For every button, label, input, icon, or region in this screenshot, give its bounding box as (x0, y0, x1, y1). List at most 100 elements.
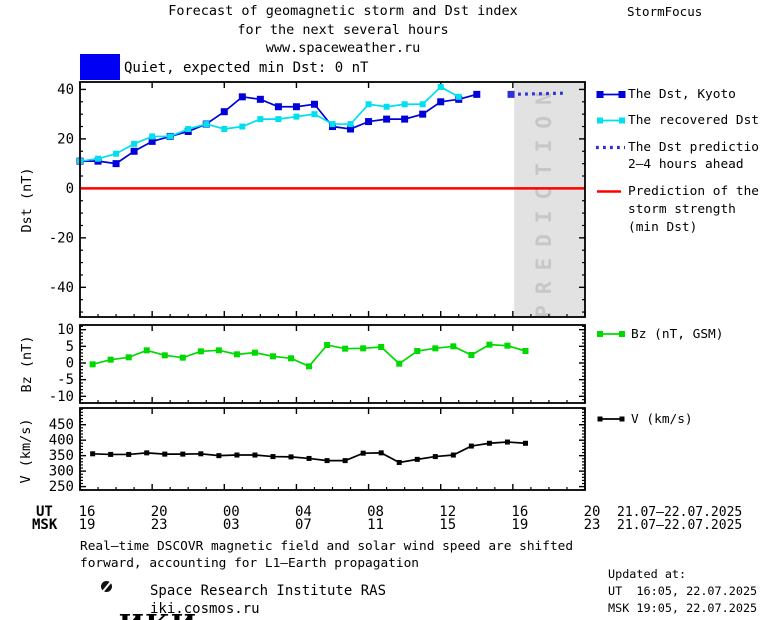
dst-series-0-marker (383, 115, 391, 123)
ut-tick-label: 16 (78, 504, 96, 520)
bz-series-0-marker (378, 344, 385, 350)
dst-series-1-marker (311, 111, 318, 118)
updated-at-msk: MSK 19:05, 22.07.2025 (608, 601, 758, 615)
bz-series-0-marker (288, 355, 295, 362)
brand-stormfocus: StormFocus (627, 4, 703, 19)
v-axis-title: V (km/s) (18, 418, 34, 484)
title-line-1: Forecast of geomagnetic storm and Dst in… (168, 3, 518, 19)
v-series-0-marker (504, 439, 510, 445)
bz-series-0-marker (324, 342, 331, 348)
updated-at-label: Updated at: (608, 567, 687, 581)
bz-series-0-marker (360, 345, 367, 352)
dst-series-0-marker (256, 95, 264, 103)
bz-series-0-marker (269, 353, 276, 360)
bz-series-0-marker (432, 345, 439, 352)
dst-series-0-marker (437, 98, 445, 106)
bz-series-0-marker (306, 363, 313, 370)
v-series-0-marker (90, 451, 96, 457)
dst-ytick-label: 20 (57, 131, 74, 147)
bz-series-0-marker (143, 347, 150, 354)
bz-series-0-marker (89, 361, 96, 368)
institute-website: iki.cosmos.ru (150, 601, 260, 617)
legend-marker-v (619, 416, 625, 422)
msk-tick-label: 03 (222, 517, 240, 533)
footnote-line1: Real–time DSCOVR magnetic field and sola… (80, 539, 574, 554)
ut-tick-label: 04 (294, 504, 312, 520)
bz-series-0-marker (233, 351, 240, 358)
msk-tick-label: 15 (439, 517, 457, 533)
dst-ytick-label: -40 (49, 280, 74, 296)
dst-panel-frame (79, 81, 586, 318)
ut-tick-row: UT 16 20 00 04 08 12 16 20 21.07–22.07.2025 (0, 504, 760, 520)
legend-dst-kyoto-label: The Dst, Kyoto (628, 87, 736, 102)
legend-strength-label-line2: storm strength (628, 202, 736, 217)
dst-series-1-marker (221, 126, 228, 132)
prediction-band-label: PREDICTION (532, 81, 556, 317)
storm-level-swatch (80, 54, 120, 80)
bz-ytick-label: -10 (49, 389, 74, 405)
msk-tick-label: 23 (150, 517, 168, 533)
dst-series-0-marker (148, 137, 156, 145)
legend-swatches (596, 91, 626, 422)
bz-series-0-marker (251, 349, 258, 356)
legend-strength-label-line1: Prediction of the (628, 184, 759, 199)
v-ytick-label: 450 (49, 417, 74, 433)
bz-series-0-marker (179, 354, 186, 361)
v-series-0-marker (342, 458, 348, 464)
legend-marker-dst-kyoto (618, 91, 626, 98)
ut-tick-label: 20 (583, 504, 601, 520)
ut-tick-label: 00 (222, 504, 240, 520)
v-ytick-label: 400 (49, 433, 74, 449)
dst-series-1-marker (203, 121, 210, 128)
dst-series-1-marker (167, 133, 174, 140)
dst-series-1-marker (131, 140, 138, 147)
bz-axis-title: Bz (nT) (19, 335, 35, 393)
dst-series-2-marker (507, 90, 515, 98)
legend-marker-bz (597, 331, 603, 337)
dst-series-1-marker (455, 93, 462, 100)
institute-name: Space Research Institute RAS (150, 583, 387, 599)
dst-series-1-marker (329, 121, 336, 128)
v-series-0-marker (450, 452, 456, 458)
bz-series-0-marker (504, 342, 511, 349)
dst-ytick-label: 0 (66, 181, 74, 197)
bz-ytick-label: 10 (57, 322, 74, 338)
v-series-0-marker (486, 440, 492, 446)
v-series-0-marker (252, 452, 258, 458)
dst-ytick-label: -20 (49, 230, 74, 246)
bz-ytick-label: 0 (66, 356, 74, 372)
dst-series-1-marker (275, 116, 282, 123)
bz-series-0-marker (414, 348, 421, 354)
bz-ytick-label: -5 (57, 372, 74, 388)
bz-series-0-marker (486, 341, 493, 348)
legend-prediction-label-line1: The Dst prediction (628, 140, 760, 155)
bz-series-0-line (92, 343, 526, 368)
dst-series-1-marker (365, 101, 372, 108)
v-series-0-marker (162, 451, 168, 457)
dst-series-2-line (511, 91, 566, 96)
msk-tick-row: MSK 19 23 03 07 11 15 19 23 21.07–22.07.2025 (0, 517, 760, 533)
v-series-0-marker (414, 456, 420, 462)
bz-series-0-marker (197, 348, 204, 355)
bz-series-0-marker (450, 343, 457, 350)
prediction-band (514, 82, 585, 317)
bz-ytick-label: 5 (66, 339, 74, 355)
bz-series-0-marker (215, 347, 222, 354)
dst-series-1-marker (293, 113, 300, 120)
dst-series-0-marker (365, 118, 373, 126)
v-series-0-marker (432, 454, 438, 460)
msk-row-label: MSK (32, 517, 58, 533)
v-series-0-marker (126, 451, 132, 457)
bz-series-0-marker (522, 348, 529, 354)
iki-logo-text: ИКИ (119, 610, 198, 620)
legend-marker-bz (619, 331, 625, 337)
v-series-0-marker (396, 459, 402, 465)
iki-logo-satellite-icon (101, 581, 112, 592)
bz-series-0-marker (342, 345, 349, 352)
legend-v-label: V (km/s) (631, 412, 693, 427)
v-series-0-marker (234, 452, 240, 458)
v-ytick-label: 350 (49, 448, 74, 464)
bz-series-0-marker (125, 354, 132, 361)
v-series-0-marker (468, 443, 474, 449)
v-series-0-marker (522, 440, 528, 446)
